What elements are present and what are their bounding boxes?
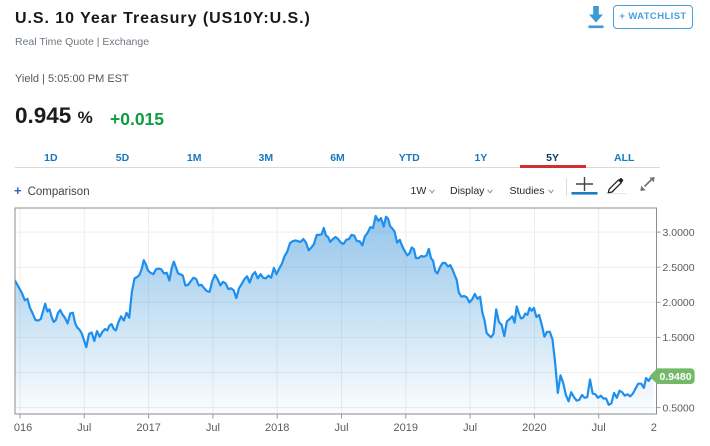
svg-text:Jul: Jul [463,422,477,434]
svg-text:2016: 2016 [8,422,32,434]
svg-text:Jul: Jul [592,422,606,434]
svg-text:2019: 2019 [394,422,418,434]
svg-text:Jul: Jul [206,422,220,434]
svg-text:0.9480: 0.9480 [659,371,691,383]
svg-text:3.0000: 3.0000 [663,227,695,239]
svg-text:Jul: Jul [334,422,348,434]
svg-text:2.0000: 2.0000 [663,297,695,309]
svg-text:Jul: Jul [77,422,91,434]
svg-text:1.5000: 1.5000 [663,332,695,344]
svg-text:2021: 2021 [651,422,675,434]
svg-text:2018: 2018 [265,422,289,434]
svg-text:2017: 2017 [136,422,160,434]
svg-text:2.5000: 2.5000 [663,262,695,274]
svg-text:0.5000: 0.5000 [663,402,695,414]
svg-text:2020: 2020 [522,422,546,434]
